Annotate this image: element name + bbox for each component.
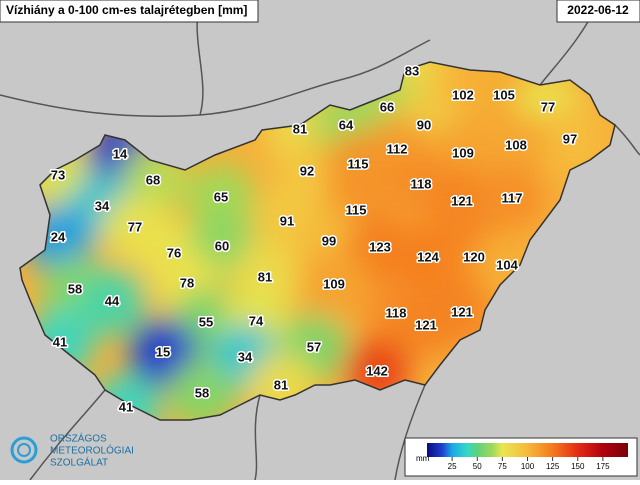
value-blob: [168, 360, 236, 420]
station-value: 55: [199, 314, 213, 329]
title-box: [0, 0, 259, 23]
colorbar-tick-label: 150: [571, 462, 585, 471]
colorbar-unit: mm: [416, 454, 430, 463]
station-value: 81: [274, 377, 288, 392]
title: Vízhiány a 0-100 cm-es talajrétegben [mm…: [6, 3, 247, 17]
station-value: 77: [541, 99, 555, 114]
station-value: 109: [323, 276, 345, 291]
station-value: 120: [463, 249, 485, 264]
station-value: 104: [496, 257, 518, 272]
station-value: 41: [119, 399, 133, 414]
station-value: 99: [322, 233, 336, 248]
date-box: [556, 0, 640, 23]
station-value: 41: [53, 334, 67, 349]
station-value: 109: [452, 145, 474, 160]
station-value: 123: [369, 239, 391, 254]
value-blob: [428, 168, 496, 236]
station-value: 76: [167, 245, 181, 260]
station-value: 115: [348, 156, 369, 171]
value-blob: [78, 268, 146, 336]
value-blob: [478, 165, 546, 233]
station-value: 105: [493, 87, 515, 102]
station-value: 118: [386, 305, 407, 320]
station-value: 78: [180, 275, 194, 290]
station-value: 108: [505, 137, 527, 152]
colorbar-tick-label: 75: [498, 462, 507, 471]
station-value: 92: [300, 163, 314, 178]
colorbar-tick-label: 125: [546, 462, 560, 471]
station-value: 112: [387, 141, 408, 156]
logo-text: SZOLGÁLAT: [50, 456, 108, 469]
station-value: 121: [415, 317, 437, 332]
logo-text: METEOROLÓGIAI: [50, 444, 134, 457]
station-value: 14: [113, 146, 128, 161]
station-value: 90: [417, 117, 431, 132]
logo-text: ORSZÁGOS: [50, 432, 107, 445]
station-value: 102: [452, 87, 474, 102]
date: 2022-06-12: [567, 3, 629, 17]
value-blob: [187, 164, 255, 232]
station-value: 60: [215, 238, 229, 253]
station-value: 81: [293, 121, 307, 136]
value-blob: [536, 106, 604, 174]
logo-icon: [17, 443, 31, 457]
station-value: 121: [451, 193, 473, 208]
station-value: 66: [380, 99, 394, 114]
station-value: 77: [128, 219, 142, 234]
station-value: 121: [451, 304, 473, 319]
station-value: 124: [417, 249, 439, 264]
station-value: 68: [146, 172, 160, 187]
station-value: 15: [156, 344, 170, 359]
station-value: 65: [214, 189, 228, 204]
station-value: 115: [346, 202, 367, 217]
station-value: 58: [68, 281, 82, 296]
station-value: 24: [51, 229, 66, 244]
station-value: 58: [195, 385, 209, 400]
colorbar: [427, 443, 628, 457]
station-value: 74: [249, 313, 264, 328]
colorbar-tick-label: 50: [473, 462, 482, 471]
logo-icon: [10, 436, 38, 464]
station-value: 34: [95, 198, 110, 213]
value-blob: [300, 251, 368, 319]
station-value: 117: [502, 190, 523, 205]
colorbar-tick-label: 100: [521, 462, 535, 471]
station-value: 83: [405, 63, 419, 78]
station-value: 73: [51, 167, 65, 182]
logo: ORSZÁGOS METEOROLÓGIAI SZOLGÁLAT: [10, 432, 134, 469]
station-value: 91: [280, 213, 294, 228]
station-value: 97: [563, 131, 577, 146]
station-value: 142: [366, 363, 388, 378]
station-value: 57: [307, 339, 321, 354]
station-value: 44: [105, 293, 120, 308]
station-value: 118: [411, 176, 432, 191]
station-value: 34: [238, 349, 253, 364]
value-blob: [482, 112, 550, 180]
colorbar-tick-label: 175: [596, 462, 610, 471]
colorbar-tick-label: 25: [448, 462, 457, 471]
station-value: 64: [339, 117, 354, 132]
station-value: 81: [258, 269, 272, 284]
